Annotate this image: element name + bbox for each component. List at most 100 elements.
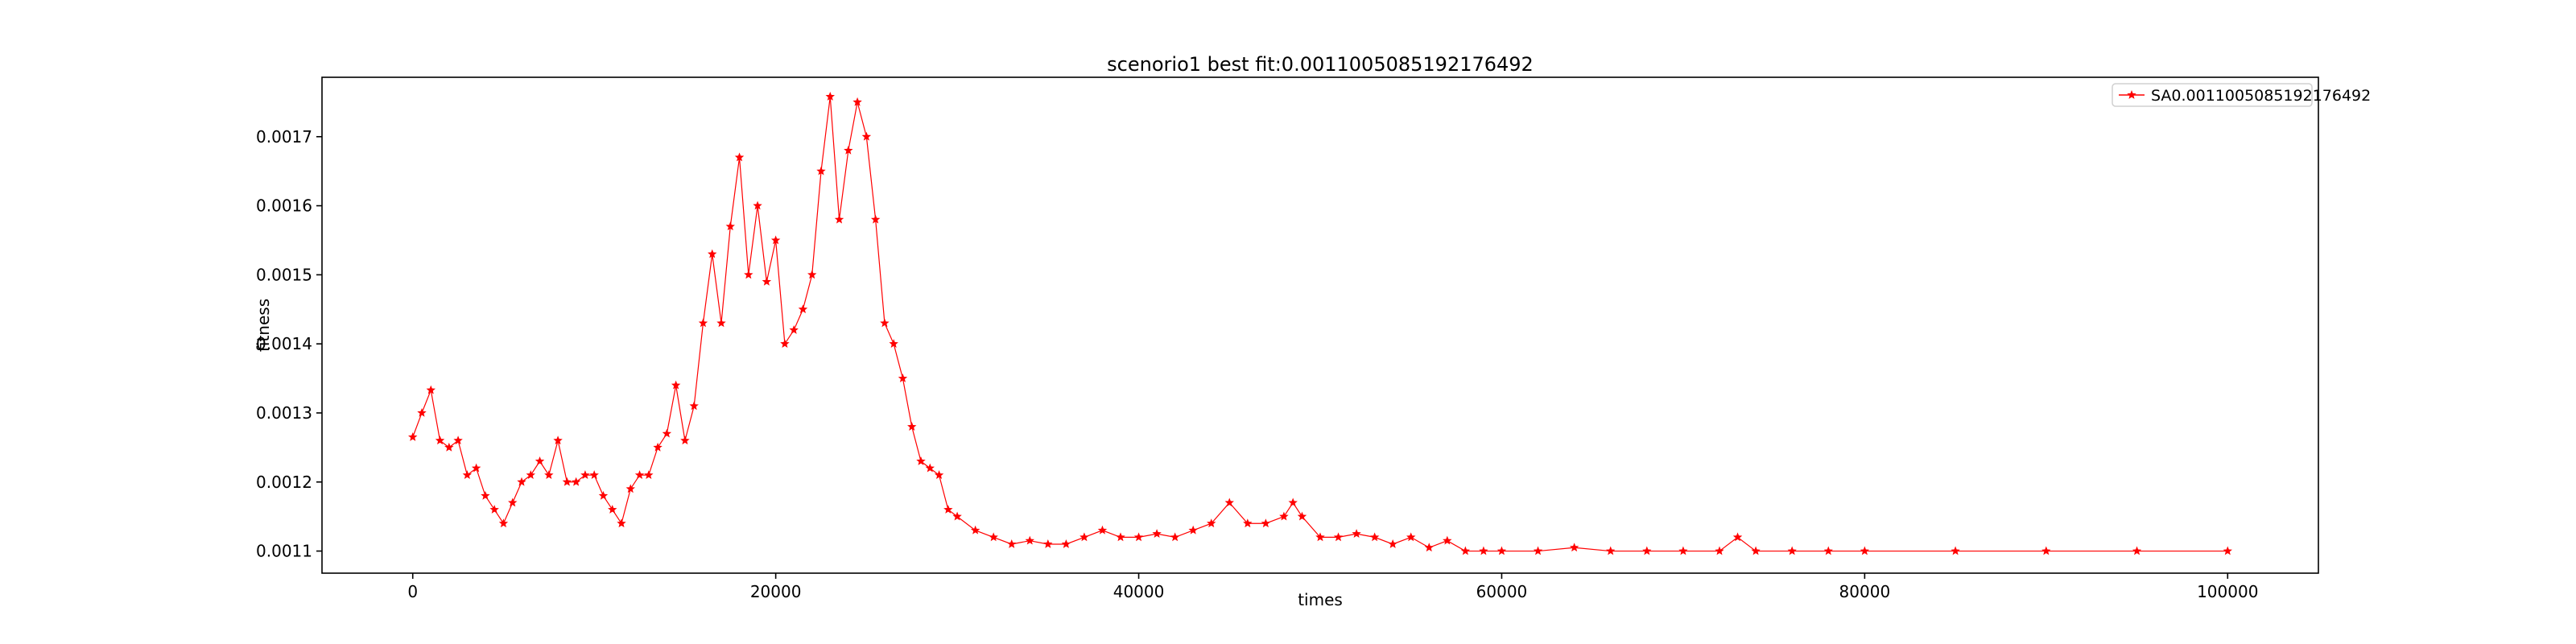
data-point xyxy=(1951,546,1960,555)
data-point xyxy=(435,436,445,445)
x-tick-label: 0 xyxy=(407,582,418,601)
data-point xyxy=(589,470,599,480)
plot-frame xyxy=(321,76,2319,574)
data-point xyxy=(689,401,699,411)
data-point xyxy=(1188,525,1198,535)
legend-entry-label: SA0.0011005085192176492 xyxy=(2151,87,2371,105)
data-point xyxy=(870,214,881,224)
data-point xyxy=(716,318,726,328)
data-point xyxy=(1315,532,1325,542)
data-point xyxy=(571,477,581,486)
data-point xyxy=(1606,546,1616,555)
data-point xyxy=(625,484,635,493)
data-point xyxy=(598,490,609,500)
y-tick-label: 0.0016 xyxy=(256,196,312,216)
legend-star-icon xyxy=(2127,90,2136,99)
data-point xyxy=(453,436,463,445)
axes-layer: 0 20000 40000 60000 80000 100000 0.0011 0.0012 0… xyxy=(256,127,2258,601)
legend-box xyxy=(2112,83,2313,107)
data-point xyxy=(1860,546,1870,555)
data-point xyxy=(1369,532,1380,542)
data-point xyxy=(934,470,944,480)
data-point xyxy=(653,442,663,452)
data-point xyxy=(1080,532,1089,542)
data-point xyxy=(617,518,626,528)
data-point xyxy=(1496,546,1507,555)
data-point xyxy=(1025,535,1034,545)
data-point xyxy=(861,131,872,141)
data-point xyxy=(1152,529,1162,538)
data-point xyxy=(1642,546,1652,555)
data-point xyxy=(1207,518,1216,528)
data-point xyxy=(2132,546,2142,555)
data-point xyxy=(444,442,454,452)
data-point xyxy=(553,436,563,445)
data-point xyxy=(2041,546,2051,555)
y-axis-label: fitness xyxy=(254,299,273,352)
data-point xyxy=(789,325,799,334)
y-tick-label: 0.0011 xyxy=(256,542,312,561)
data-point xyxy=(671,380,681,390)
chart-title: scenorio1 best fit:0.0011005085192176492 xyxy=(1107,53,1534,76)
y-tick-label: 0.0013 xyxy=(256,403,312,423)
y-tick-label: 0.0015 xyxy=(256,265,312,284)
data-point xyxy=(1787,546,1797,555)
data-point xyxy=(762,276,772,286)
data-point xyxy=(734,152,745,162)
data-point xyxy=(1043,539,1053,548)
data-point xyxy=(925,463,935,473)
y-tick-label: 0.0014 xyxy=(256,334,312,353)
data-point xyxy=(1061,539,1071,548)
data-point xyxy=(825,92,835,101)
data-point xyxy=(408,431,418,441)
data-point xyxy=(481,490,490,500)
data-point xyxy=(1007,539,1017,548)
data-point xyxy=(1224,497,1234,507)
x-tick-label: 100000 xyxy=(2197,582,2258,601)
data-point xyxy=(952,511,962,521)
data-point xyxy=(1533,546,1543,555)
x-tick-label: 60000 xyxy=(1476,582,1528,601)
data-point xyxy=(1479,546,1488,555)
data-point xyxy=(844,145,853,155)
data-point xyxy=(417,407,427,417)
data-point xyxy=(1243,518,1253,528)
data-point xyxy=(753,200,762,210)
data-point xyxy=(680,436,690,445)
data-point xyxy=(644,470,654,480)
data-point xyxy=(970,525,980,535)
data-point xyxy=(834,214,844,224)
data-point xyxy=(498,518,509,528)
data-point xyxy=(1170,532,1180,542)
data-point xyxy=(708,249,717,258)
data-point xyxy=(426,385,436,394)
data-point xyxy=(462,470,473,480)
data-point xyxy=(898,374,908,382)
data-point xyxy=(1133,532,1144,542)
data-point xyxy=(943,505,953,514)
series-layer xyxy=(408,92,2232,555)
data-point xyxy=(1388,539,1397,548)
data-point xyxy=(508,497,518,507)
data-point xyxy=(535,456,545,465)
data-point xyxy=(852,97,862,106)
data-point xyxy=(725,221,735,231)
data-point xyxy=(1751,546,1761,555)
data-point xyxy=(634,470,645,480)
data-point xyxy=(526,470,535,480)
data-point xyxy=(780,339,790,349)
data-point xyxy=(1352,529,1361,538)
data-point xyxy=(544,470,554,480)
data-point xyxy=(798,304,808,314)
data-point xyxy=(1279,511,1289,521)
data-point xyxy=(1261,518,1271,528)
y-tick-label: 0.0017 xyxy=(256,127,312,147)
data-point xyxy=(1732,532,1743,542)
data-point xyxy=(916,456,926,465)
data-point xyxy=(1460,546,1471,555)
data-point xyxy=(880,318,890,328)
data-point xyxy=(471,463,481,473)
data-point xyxy=(1333,532,1344,542)
data-point xyxy=(580,470,590,480)
data-point xyxy=(1715,546,1724,555)
